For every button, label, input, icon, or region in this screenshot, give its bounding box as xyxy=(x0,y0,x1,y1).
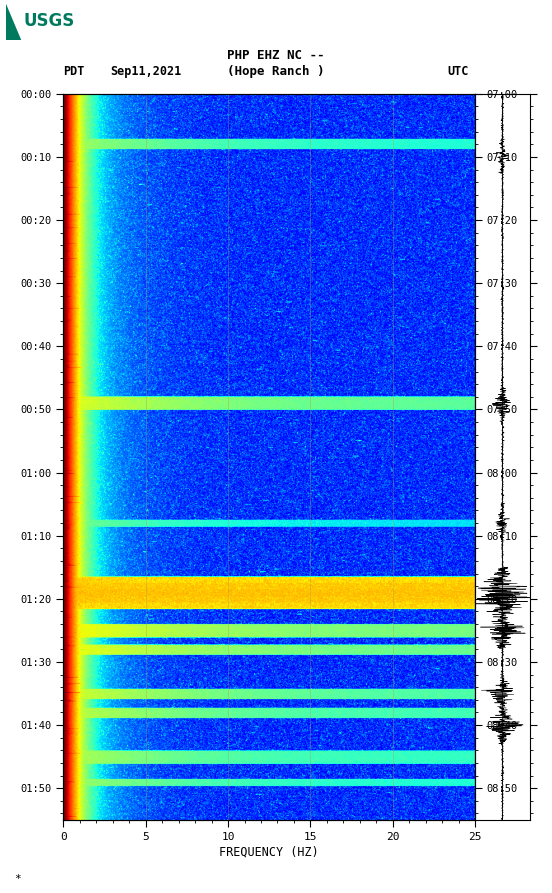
Text: PHP EHZ NC --: PHP EHZ NC -- xyxy=(227,49,325,62)
X-axis label: FREQUENCY (HZ): FREQUENCY (HZ) xyxy=(219,846,319,859)
Text: (Hope Ranch ): (Hope Ranch ) xyxy=(227,65,325,78)
Text: Sep11,2021: Sep11,2021 xyxy=(110,65,182,78)
Text: USGS: USGS xyxy=(23,13,75,30)
Polygon shape xyxy=(6,3,22,40)
Text: UTC: UTC xyxy=(447,65,469,78)
Text: *: * xyxy=(14,874,20,884)
Text: PDT: PDT xyxy=(63,65,85,78)
